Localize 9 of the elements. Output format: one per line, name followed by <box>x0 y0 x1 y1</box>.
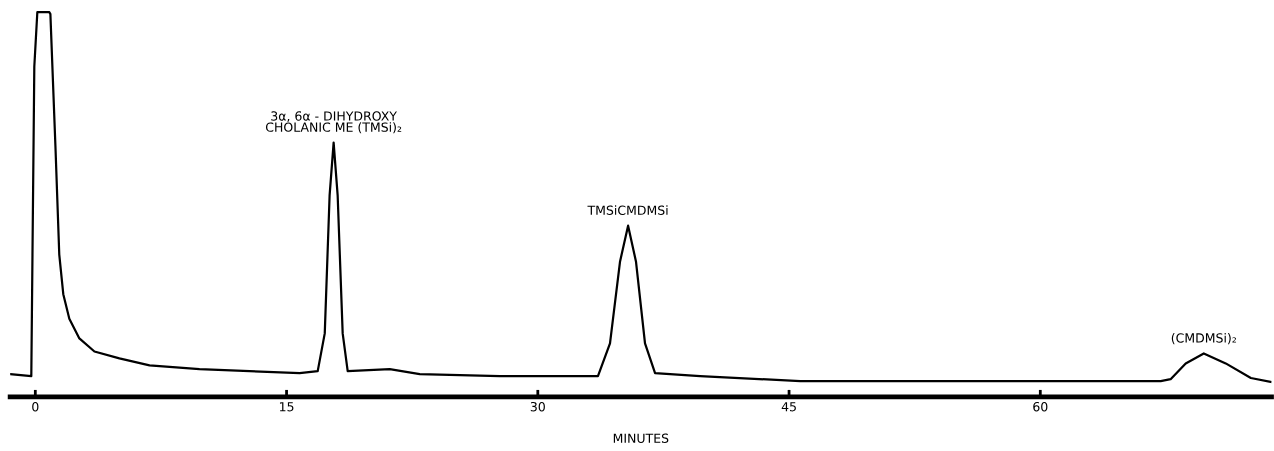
x-tick-label: 30 <box>530 401 545 412</box>
x-tick-label: 15 <box>279 402 294 412</box>
annotation: (CMDMSi)₂ <box>1171 332 1237 345</box>
x-tick-label: 60 <box>1033 401 1048 412</box>
annotation: 3α, 6α - DIHYDROXY CHOLANIC ME (TMSi)₂ <box>265 111 402 134</box>
annotation: TMSiCMDMSi <box>587 205 668 215</box>
x-tick-label: 0 <box>32 401 39 412</box>
x-axis-title: MINUTES <box>613 433 669 443</box>
x-tick-label: 45 <box>781 402 796 412</box>
